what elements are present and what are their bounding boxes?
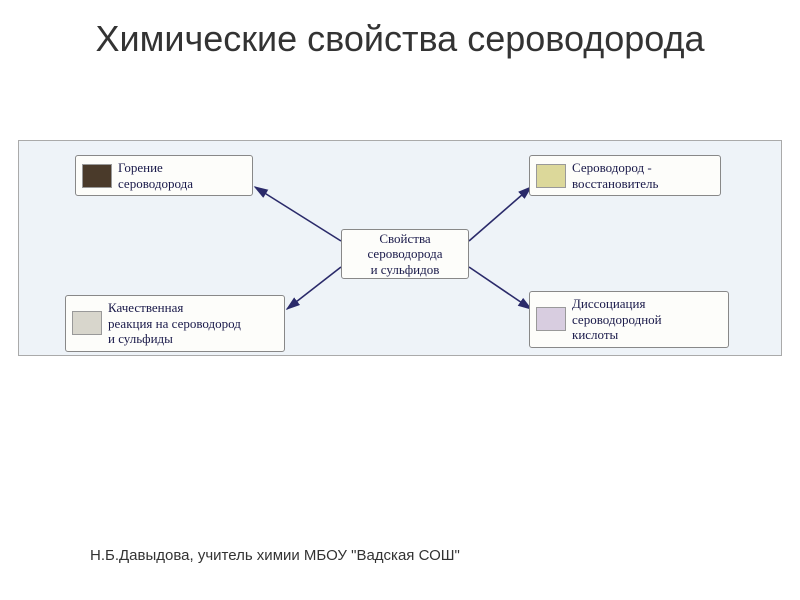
diagram-node-tl: Горениесероводорода bbox=[75, 155, 253, 196]
node-thumb-bl bbox=[72, 311, 102, 335]
arrow-2 bbox=[287, 267, 341, 309]
node-thumb-br bbox=[536, 307, 566, 331]
node-label-br: Диссоциациясероводороднойкислоты bbox=[572, 296, 662, 343]
diagram-node-br: Диссоциациясероводороднойкислоты bbox=[529, 291, 729, 348]
footer-text: Н.Б.Давыдова, учитель химии МБОУ "Вадска… bbox=[90, 547, 460, 564]
arrow-0 bbox=[255, 187, 341, 241]
arrow-1 bbox=[469, 187, 531, 241]
center-node: Свойствасероводородаи сульфидов bbox=[341, 229, 469, 279]
node-label-tl: Горениесероводорода bbox=[118, 160, 193, 191]
arrow-3 bbox=[469, 267, 531, 309]
diagram-container: Свойствасероводородаи сульфидов Горениес… bbox=[18, 140, 782, 356]
center-node-label: Свойствасероводородаи сульфидов bbox=[368, 231, 443, 278]
node-thumb-tl bbox=[82, 164, 112, 188]
diagram-node-bl: Качественнаяреакция на сероводороди суль… bbox=[65, 295, 285, 352]
node-label-tr: Сероводород -восстановитель bbox=[572, 160, 658, 191]
diagram-node-tr: Сероводород -восстановитель bbox=[529, 155, 721, 196]
page-title: Химические свойства сероводорода bbox=[0, 0, 800, 59]
node-thumb-tr bbox=[536, 164, 566, 188]
node-label-bl: Качественнаяреакция на сероводороди суль… bbox=[108, 300, 241, 347]
slide: Химические свойства сероводорода Свойств… bbox=[0, 0, 800, 600]
